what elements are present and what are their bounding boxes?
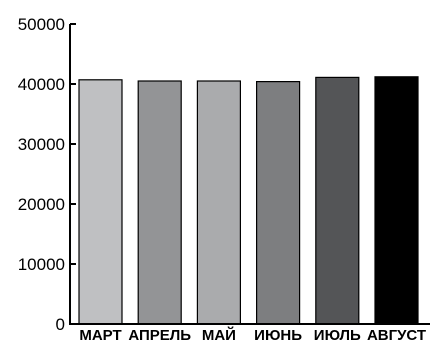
y-tick-label: 0 — [56, 315, 65, 334]
bar-6 — [374, 76, 419, 325]
category-label: МАРТ — [79, 327, 121, 342]
category-labels: МАРТ АПРЕЛЬ МАЙ ИЮНЬ ИЮЛЬ АВГУСТ — [79, 326, 426, 342]
bars — [78, 76, 419, 325]
bar-1 — [78, 79, 123, 325]
category-label: ИЮЛЬ — [314, 327, 361, 342]
y-tick-label: 30000 — [18, 135, 65, 154]
axes — [69, 24, 430, 325]
bar-3 — [196, 80, 241, 325]
y-tick-label: 20000 — [18, 195, 65, 214]
y-tick-label: 10000 — [18, 255, 65, 274]
category-label: АПРЕЛЬ — [128, 327, 191, 342]
category-label: АВГУСТ — [367, 327, 426, 342]
y-tick-label: 40000 — [18, 75, 65, 94]
y-tick-label: 50000 — [18, 15, 65, 34]
category-label: МАЙ — [202, 326, 236, 342]
category-label: ИЮНЬ — [254, 327, 302, 342]
bar-4 — [256, 80, 301, 325]
bar-2 — [137, 80, 182, 325]
bar-5 — [315, 76, 360, 325]
y-axis-ticks: 0 10000 20000 30000 40000 50000 — [18, 15, 76, 334]
